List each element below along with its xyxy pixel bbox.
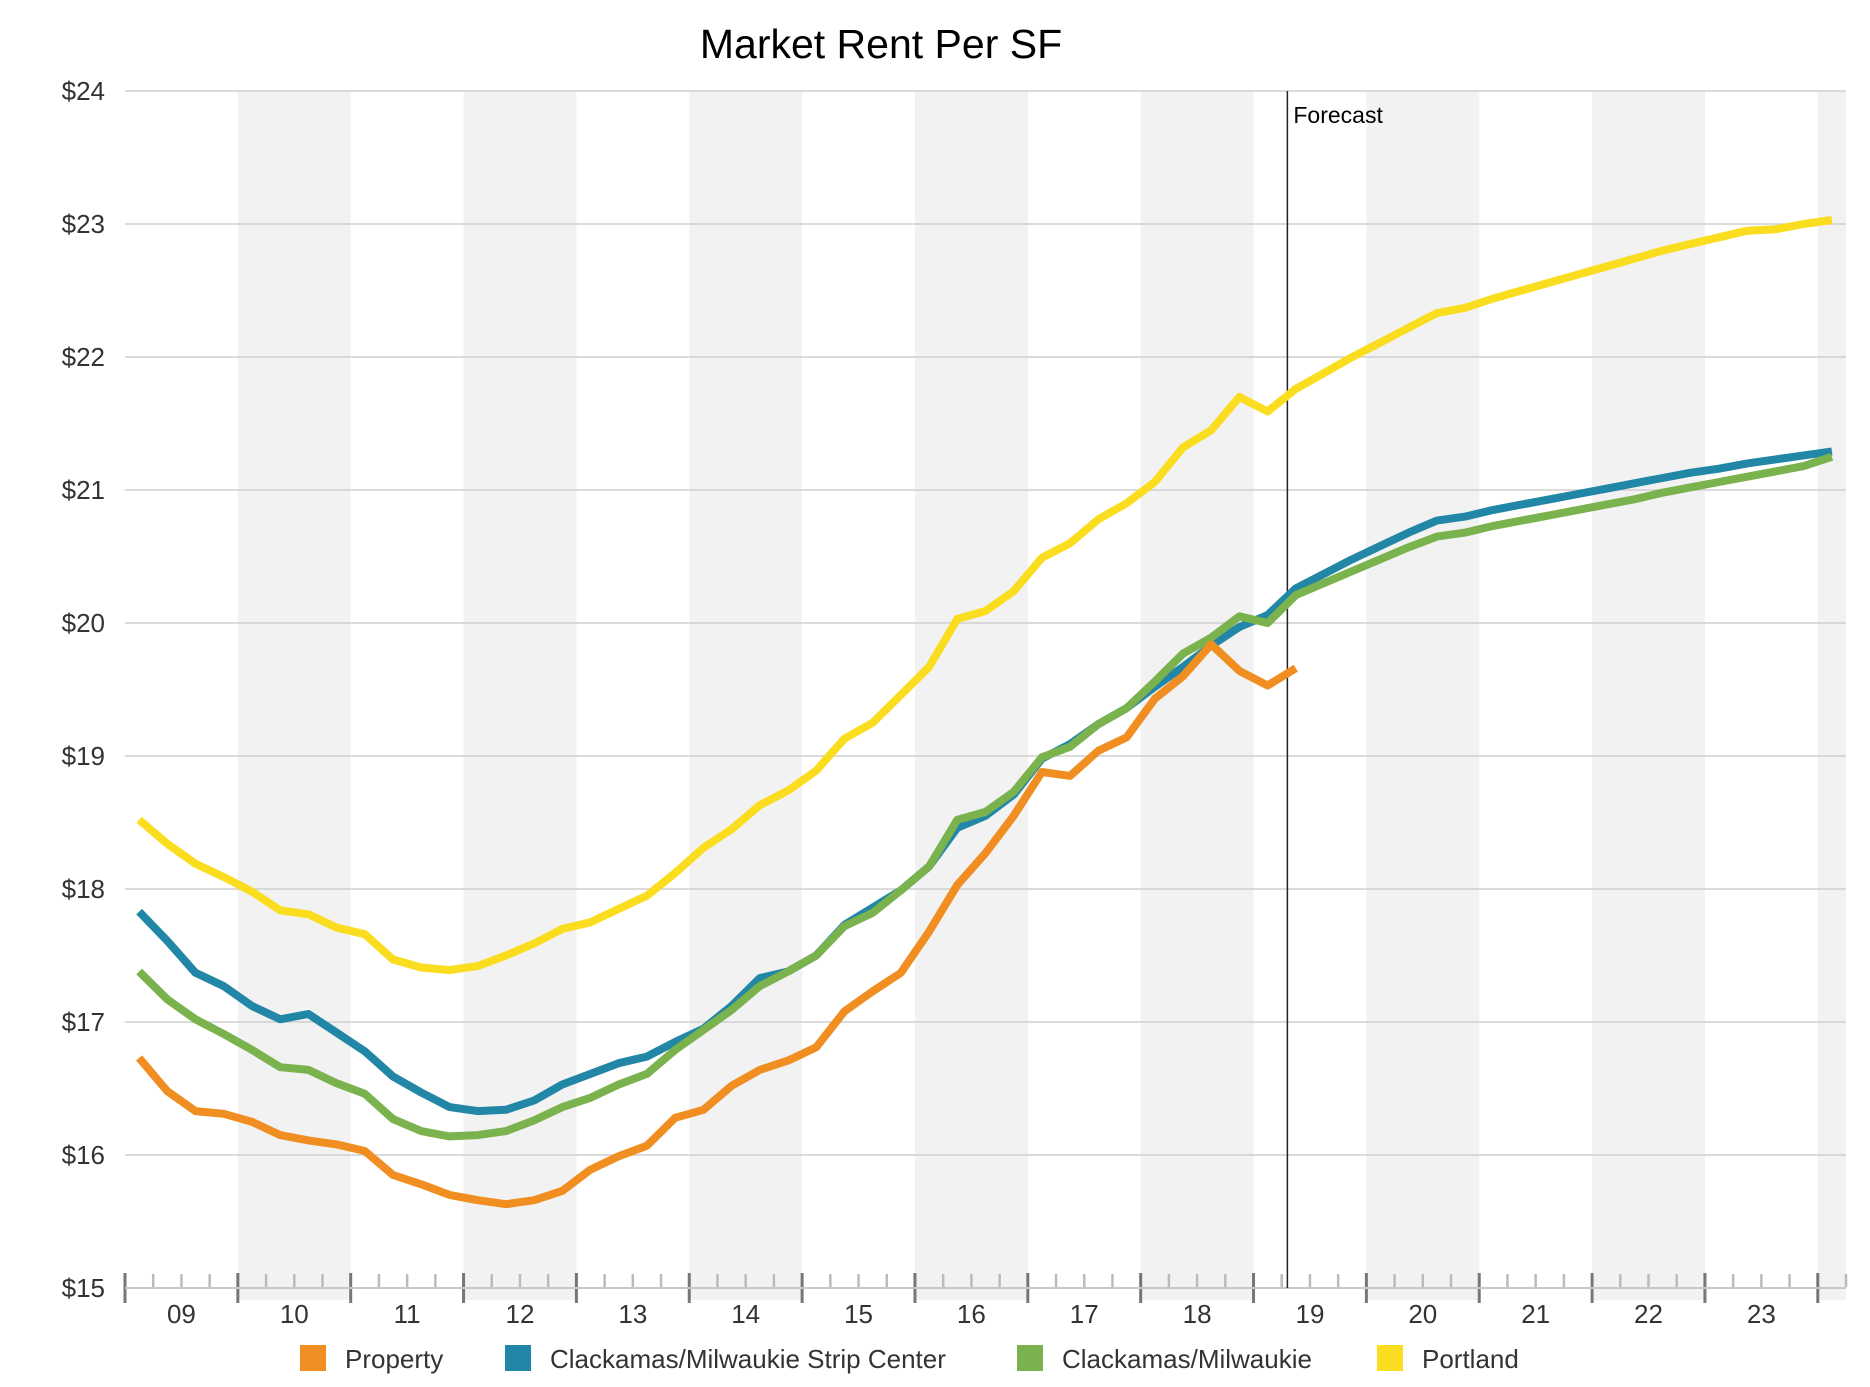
x-axis-labels: 09 10 11 12 13 14 15 16 17 18 19 20 21 22 23: [167, 1299, 1776, 1329]
y-tick-label: $22: [62, 342, 105, 372]
x-axis-ticks: [123, 1273, 1848, 1303]
series-line-property: [136, 640, 1298, 1209]
y-tick-label: $15: [62, 1273, 105, 1303]
year-band: [1366, 91, 1480, 1300]
x-tick-label: 23: [1747, 1299, 1776, 1329]
series-lines: [136, 216, 1834, 1209]
x-tick-label: 13: [618, 1299, 647, 1329]
series-line-portland: [136, 216, 1833, 975]
x-tick-label: 15: [844, 1299, 873, 1329]
gridlines: [125, 90, 1846, 1289]
legend-swatch: [300, 1345, 326, 1371]
x-tick-label: 17: [1070, 1299, 1099, 1329]
legend-label: Clackamas/Milwaukie Strip Center: [550, 1344, 946, 1374]
legend-label: Clackamas/Milwaukie: [1062, 1344, 1312, 1374]
year-band: [237, 91, 351, 1300]
legend-swatch: [1017, 1345, 1043, 1371]
forecast-label: Forecast: [1293, 102, 1383, 128]
legend-swatch: [505, 1345, 531, 1371]
x-tick-label: 09: [167, 1299, 196, 1329]
y-axis-labels: $15 $16 $17 $18 $19 $20 $21 $22 $23 $24: [62, 76, 105, 1303]
y-tick-label: $23: [62, 209, 105, 239]
year-band: [914, 91, 1028, 1300]
legend-label: Portland: [1422, 1344, 1519, 1374]
x-tick-label: 10: [280, 1299, 309, 1329]
x-tick-label: 18: [1183, 1299, 1212, 1329]
forecast-annotation: Forecast: [1286, 91, 1383, 1288]
year-band: [1592, 91, 1705, 1300]
x-tick-label: 22: [1634, 1299, 1663, 1329]
year-band: [1817, 91, 1846, 1300]
year-band: [689, 91, 803, 1300]
y-tick-label: $24: [62, 76, 105, 106]
x-tick-label: 16: [957, 1299, 986, 1329]
y-tick-label: $20: [62, 608, 105, 638]
y-tick-label: $21: [62, 475, 105, 505]
x-tick-label: 21: [1521, 1299, 1550, 1329]
x-tick-label: 19: [1295, 1299, 1324, 1329]
y-tick-label: $17: [62, 1007, 105, 1037]
year-bands: [237, 91, 1846, 1300]
series-line-clackamas-milwaukie: [136, 453, 1834, 1141]
year-band: [463, 91, 577, 1300]
chart-title: Market Rent Per SF: [700, 21, 1062, 67]
x-tick-label: 20: [1408, 1299, 1437, 1329]
y-tick-label: $18: [62, 874, 105, 904]
legend: Property Clackamas/Milwaukie Strip Center…: [300, 1344, 1519, 1374]
x-tick-label: 14: [731, 1299, 760, 1329]
y-tick-label: $16: [62, 1140, 105, 1170]
x-tick-label: 11: [394, 1299, 421, 1329]
legend-label: Property: [345, 1344, 443, 1374]
x-tick-label: 12: [506, 1299, 535, 1329]
legend-swatch: [1377, 1345, 1403, 1371]
y-tick-label: $19: [62, 741, 105, 771]
